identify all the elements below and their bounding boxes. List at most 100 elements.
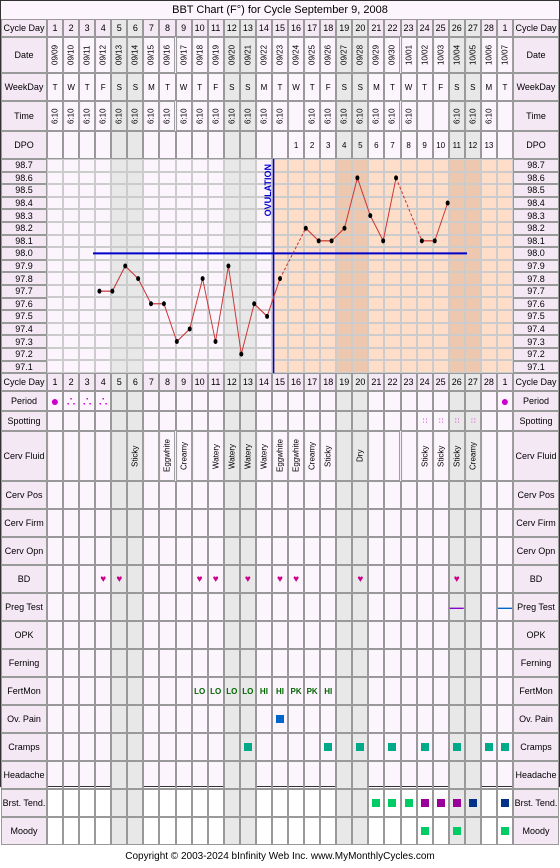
data-cell [288,649,304,677]
data-cell [384,431,400,481]
data-cell: 21 [368,19,384,37]
data-cell: 5 [111,19,127,37]
data-cell [208,817,224,845]
data-cell: 09/30 [384,37,400,73]
data-cell [304,733,320,761]
data-cell: S [240,73,256,101]
data-cell [449,733,465,761]
data-cell [352,761,368,789]
data-cell [433,621,449,649]
data-cell [63,761,79,789]
row-label: FertMon [1,677,47,705]
data-cell: 9 [417,131,433,159]
data-cell [79,411,95,431]
data-cell [368,733,384,761]
data-cell [240,131,256,159]
data-cell [272,649,288,677]
row-label: Cerv Pos [513,481,559,509]
data-cell: 6:10 [111,101,127,131]
data-cell [127,411,143,431]
data-cell [320,593,336,621]
data-cell [320,761,336,789]
data-cell: 6:10 [79,101,95,131]
data-cell [401,817,417,845]
data-cell [224,131,240,159]
data-cell [417,593,433,621]
data-cell [497,761,513,789]
data-cell: S [449,73,465,101]
data-cell [63,431,79,481]
data-cell [111,391,127,411]
row-label: Cycle Day [513,19,559,37]
data-cell [240,621,256,649]
data-cell [384,649,400,677]
row-label: Headache [513,761,559,789]
data-cell [336,733,352,761]
data-cell: LO [224,677,240,705]
data-cell [368,537,384,565]
data-cell [368,481,384,509]
data-cell: 19 [336,373,352,391]
data-cell [401,789,417,817]
data-cell [272,761,288,789]
data-cell [384,391,400,411]
data-cell [111,761,127,789]
data-cell: 20 [352,19,368,37]
data-cell [481,481,497,509]
data-cell [240,537,256,565]
data-cell [111,131,127,159]
data-cell [320,509,336,537]
row-label: Period [513,391,559,411]
data-cell [449,705,465,733]
data-cell [433,677,449,705]
data-cell: 26 [449,19,465,37]
data-cell [95,593,111,621]
data-cell: 12 [224,19,240,37]
data-cell [336,411,352,431]
data-cell [63,817,79,845]
data-cell [368,509,384,537]
data-cell [288,411,304,431]
data-cell [143,131,159,159]
data-cell [304,391,320,411]
data-cell [384,817,400,845]
data-cell [176,509,192,537]
data-cell [111,509,127,537]
data-cell [176,649,192,677]
data-cell [143,593,159,621]
data-cell [224,705,240,733]
data-cell [368,411,384,431]
data-cell [208,621,224,649]
data-cell: 22 [384,19,400,37]
data-cell: 10 [433,131,449,159]
data-cell [288,481,304,509]
data-cell [465,565,481,593]
data-cell [143,705,159,733]
data-cell [384,677,400,705]
data-cell [47,411,63,431]
data-cell [304,593,320,621]
data-cell [352,817,368,845]
data-cell [79,789,95,817]
data-cell [176,761,192,789]
data-cell: Sticky [320,431,336,481]
data-cell [481,593,497,621]
data-cell [465,817,481,845]
data-cell [159,411,175,431]
data-cell [143,509,159,537]
data-cell [401,565,417,593]
data-cell [401,431,417,481]
data-cell [481,817,497,845]
data-cell [208,391,224,411]
data-cell: LO [192,677,208,705]
data-cell [111,481,127,509]
data-cell [111,733,127,761]
data-cell [111,411,127,431]
data-cell: 4 [95,373,111,391]
data-cell [497,733,513,761]
data-cell [176,677,192,705]
data-cell [449,789,465,817]
data-cell [497,481,513,509]
data-cell: 6:10 [336,101,352,131]
data-cell: S [224,73,240,101]
